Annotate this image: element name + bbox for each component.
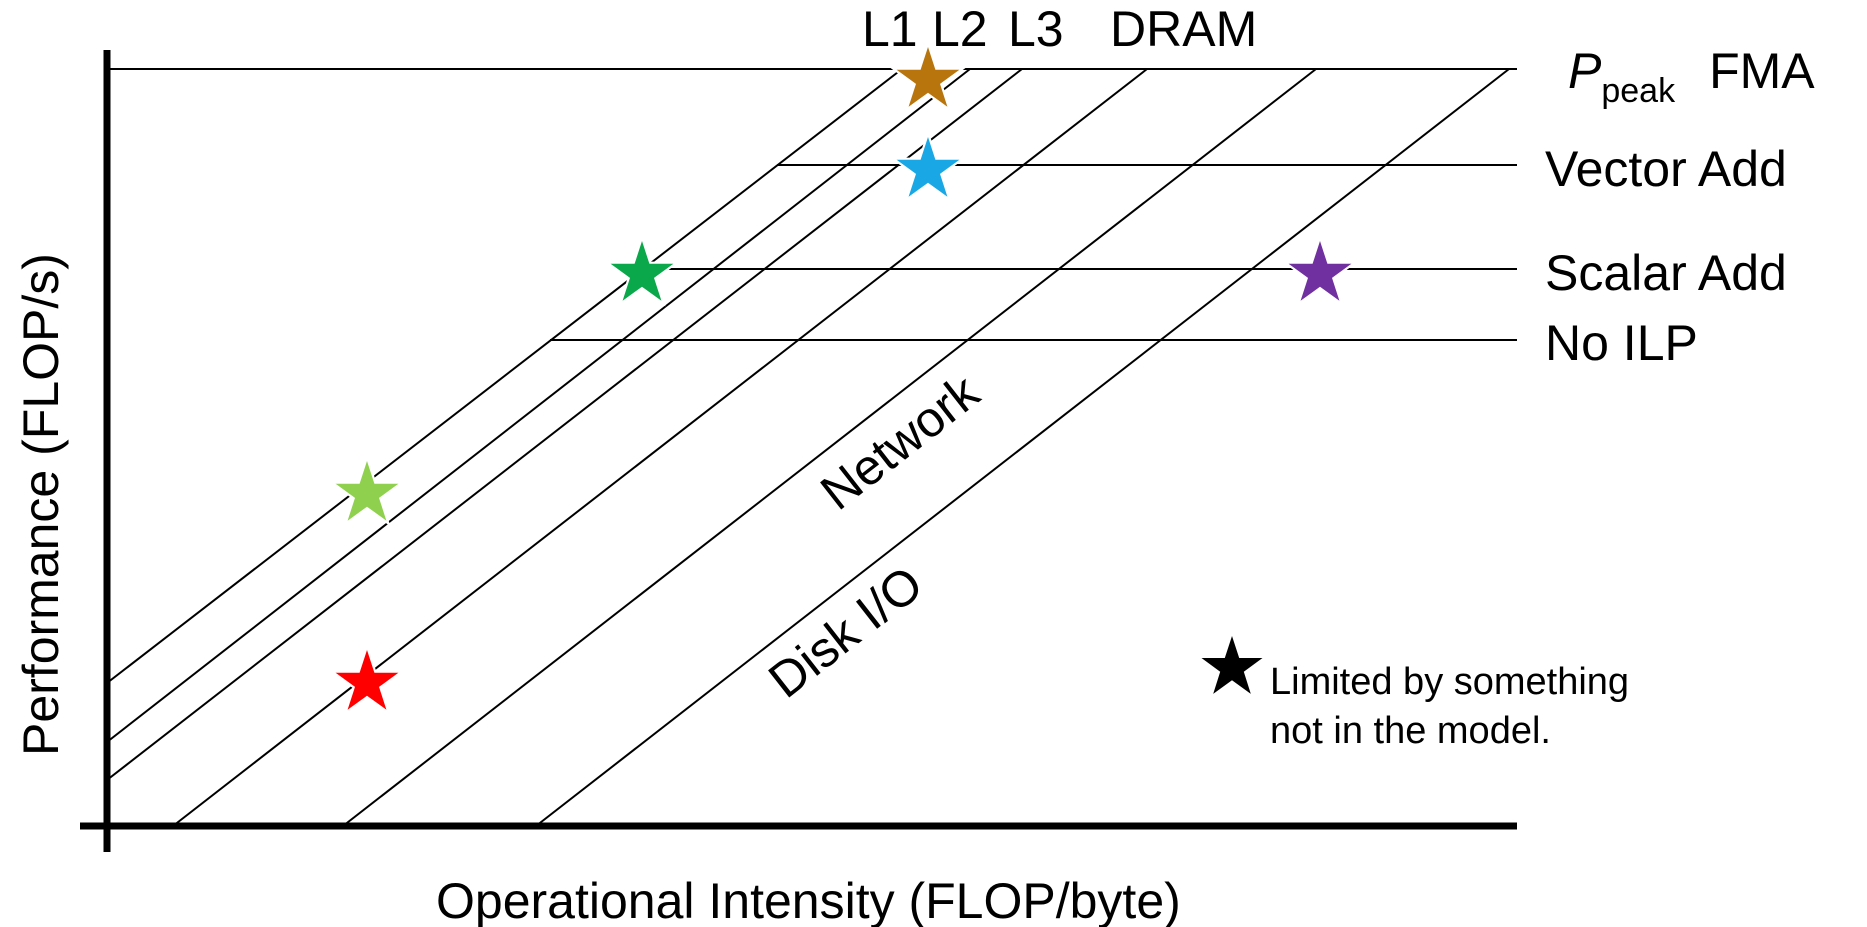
legend-black-star-icon: [1201, 636, 1263, 694]
star-purple-icon: [1288, 241, 1352, 301]
star-orange: [890, 40, 966, 113]
star-blue-icon: [896, 137, 960, 197]
label-no-ilp: No ILP: [1545, 315, 1698, 371]
bandwidth-line-dram: [172, 68, 1148, 827]
star-orange-icon: [896, 47, 960, 107]
y-axis-label: Performance (FLOP/s): [13, 253, 69, 756]
star-green: [604, 234, 680, 307]
star-red: [329, 643, 405, 716]
bandwidth-line-l2: [106, 68, 971, 743]
label-l3: L3: [1008, 1, 1064, 57]
star-lightgreen-icon: [335, 461, 399, 521]
star-red-icon: [335, 650, 399, 710]
star-green-icon: [610, 241, 674, 301]
star-purple: [1282, 234, 1358, 307]
legend-text-line1: Limited by something: [1270, 661, 1629, 703]
label-vector-add: Vector Add: [1545, 141, 1787, 197]
star-lightgreen: [329, 454, 405, 527]
label-scalar-add: Scalar Add: [1545, 245, 1787, 301]
bandwidth-line-disk-io: [535, 68, 1510, 827]
legend-text-line2: not in the model.: [1270, 710, 1551, 752]
bandwidth-line-l1: [106, 68, 903, 684]
label-l2: L2: [932, 1, 988, 57]
star-blue: [890, 130, 966, 203]
bandwidth-line-l3: [106, 68, 1023, 781]
label-dram: DRAM: [1110, 1, 1257, 57]
bandwidth-line-network: [342, 68, 1317, 827]
label-ppeak-fma: Ppeak FMA: [1568, 43, 1815, 110]
label-l1: L1: [862, 1, 918, 57]
x-axis-label: Operational Intensity (FLOP/byte): [436, 873, 1181, 927]
